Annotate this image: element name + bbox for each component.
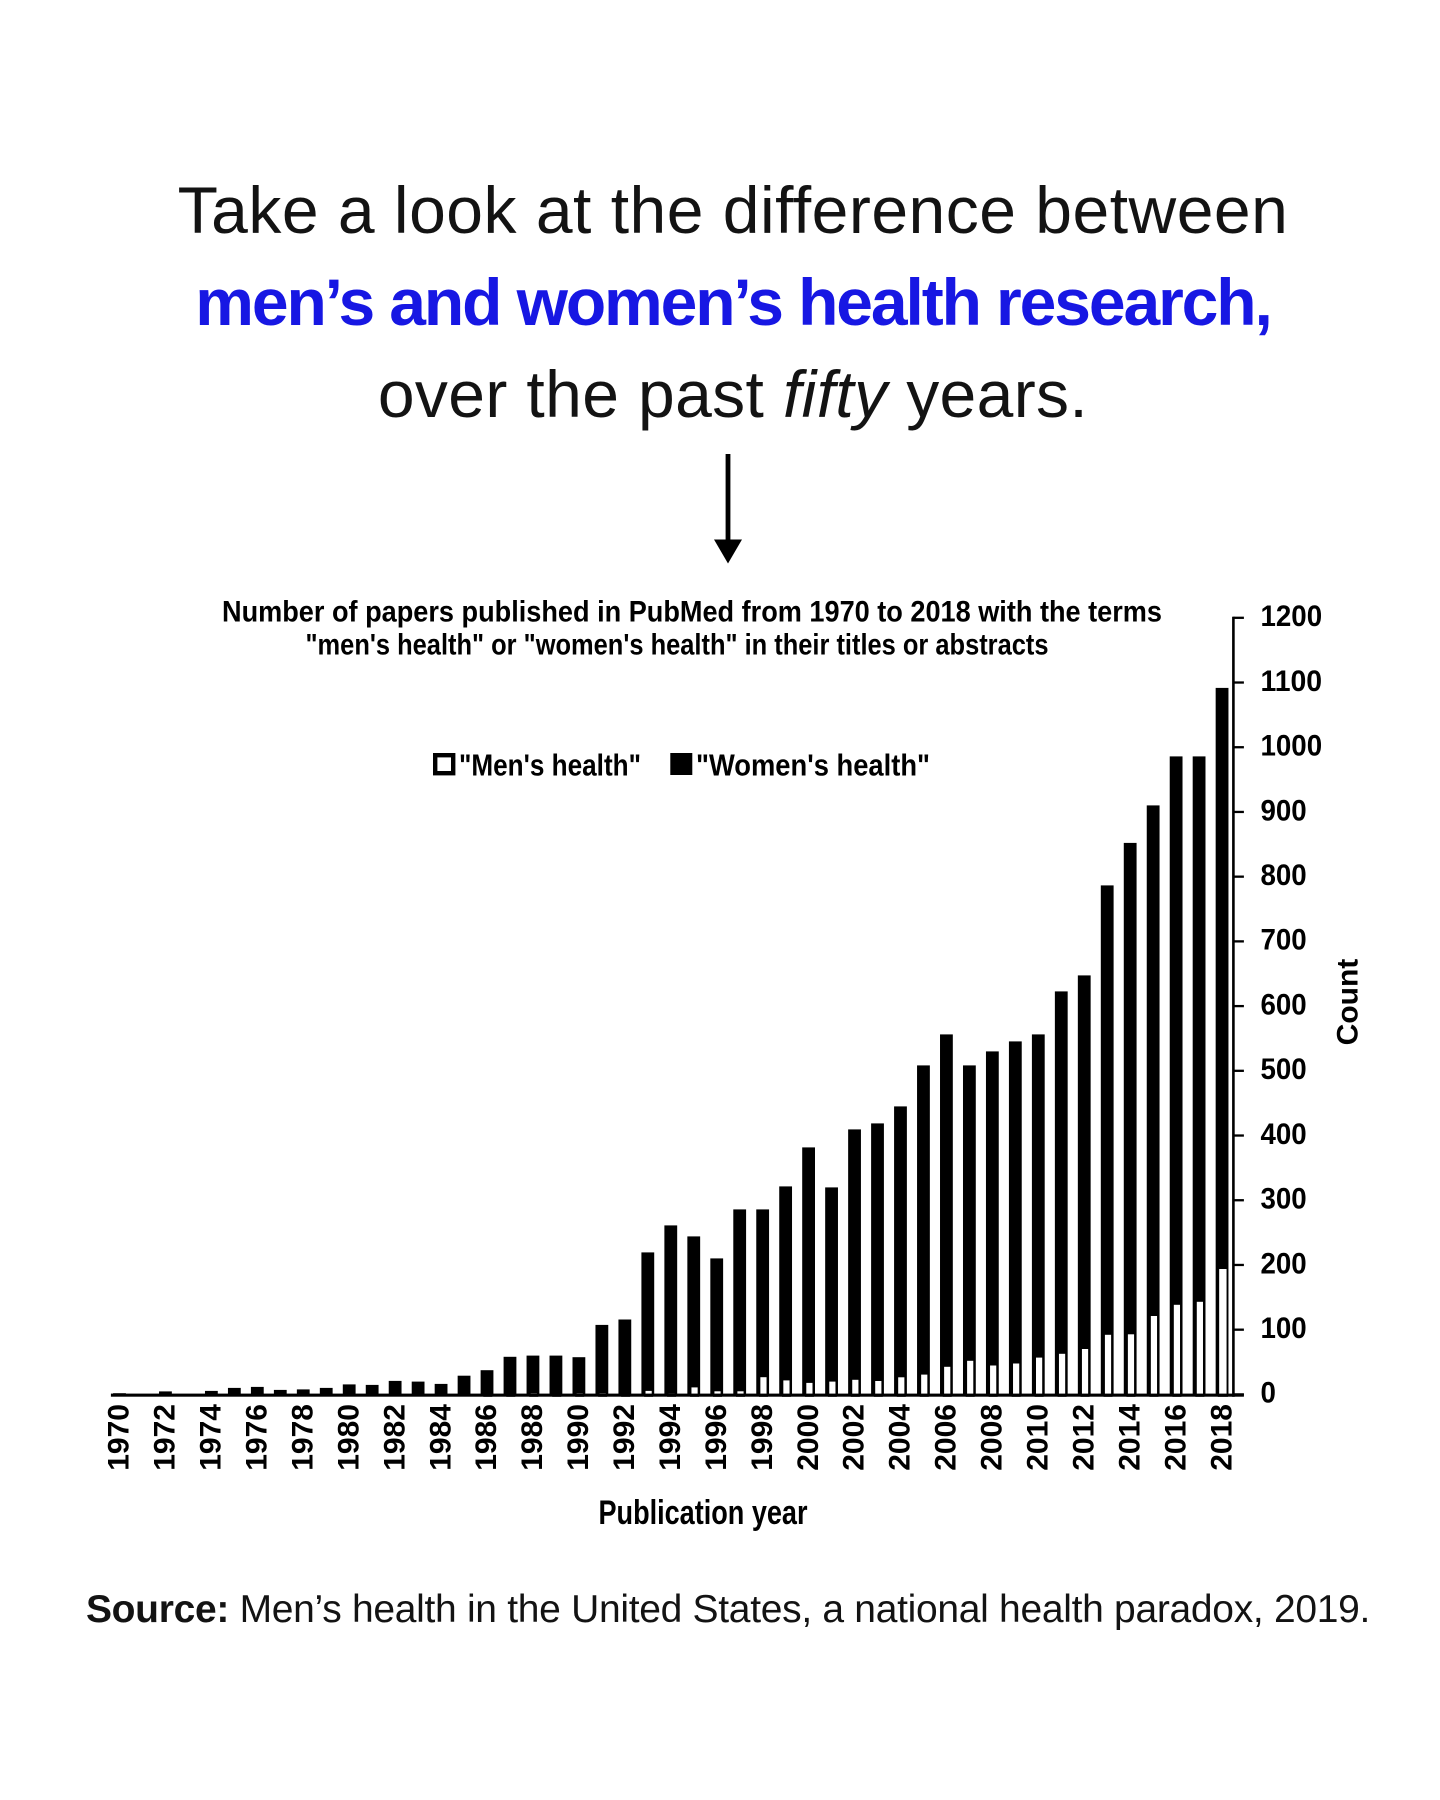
svg-text:1976: 1976 [241,1404,274,1471]
svg-text:800: 800 [1261,859,1307,892]
svg-text:1986: 1986 [470,1404,503,1471]
svg-text:1990: 1990 [562,1404,595,1471]
svg-text:1996: 1996 [700,1404,733,1471]
svg-text:2004: 2004 [884,1404,917,1471]
svg-text:1100: 1100 [1261,665,1323,698]
svg-text:1974: 1974 [195,1404,228,1471]
svg-text:1980: 1980 [332,1404,365,1471]
svg-text:2012: 2012 [1067,1404,1100,1471]
svg-text:Publication year: Publication year [599,1494,808,1532]
svg-text:1970: 1970 [103,1404,136,1471]
svg-text:200: 200 [1261,1247,1307,1280]
svg-text:2008: 2008 [976,1404,1009,1471]
svg-text:2010: 2010 [1022,1404,1055,1471]
svg-text:100: 100 [1261,1312,1307,1345]
svg-text:900: 900 [1261,794,1307,827]
svg-text:1200: 1200 [1261,600,1323,633]
svg-text:1982: 1982 [378,1404,411,1471]
svg-text:1998: 1998 [746,1404,779,1471]
svg-text:1994: 1994 [654,1404,687,1471]
svg-text:400: 400 [1261,1118,1307,1151]
svg-text:1000: 1000 [1261,730,1323,763]
svg-text:1992: 1992 [608,1404,641,1471]
svg-text:2006: 2006 [930,1404,963,1471]
svg-text:Number of papers published in: Number of papers published in PubMed fro… [222,595,1162,628]
svg-text:1988: 1988 [516,1404,549,1471]
svg-text:600: 600 [1261,988,1307,1021]
svg-text:1984: 1984 [424,1404,457,1471]
svg-text:2000: 2000 [792,1404,825,1471]
svg-text:2018: 2018 [1205,1404,1238,1471]
svg-text:2014: 2014 [1113,1404,1146,1471]
svg-text:2016: 2016 [1159,1404,1192,1471]
svg-text:"Men's health": "Men's health" [459,748,641,783]
svg-text:2002: 2002 [838,1404,871,1471]
svg-text:Count: Count [1332,959,1365,1046]
svg-text:500: 500 [1261,1053,1307,1086]
svg-text:300: 300 [1261,1183,1307,1216]
svg-text:1978: 1978 [286,1404,319,1471]
svg-text:"men's health" or "women's hea: "men's health" or "women's health" in th… [306,628,1049,661]
svg-text:"Women's health": "Women's health" [696,748,930,783]
svg-text:0: 0 [1261,1377,1276,1410]
svg-text:1972: 1972 [149,1404,182,1471]
svg-text:700: 700 [1261,924,1307,957]
